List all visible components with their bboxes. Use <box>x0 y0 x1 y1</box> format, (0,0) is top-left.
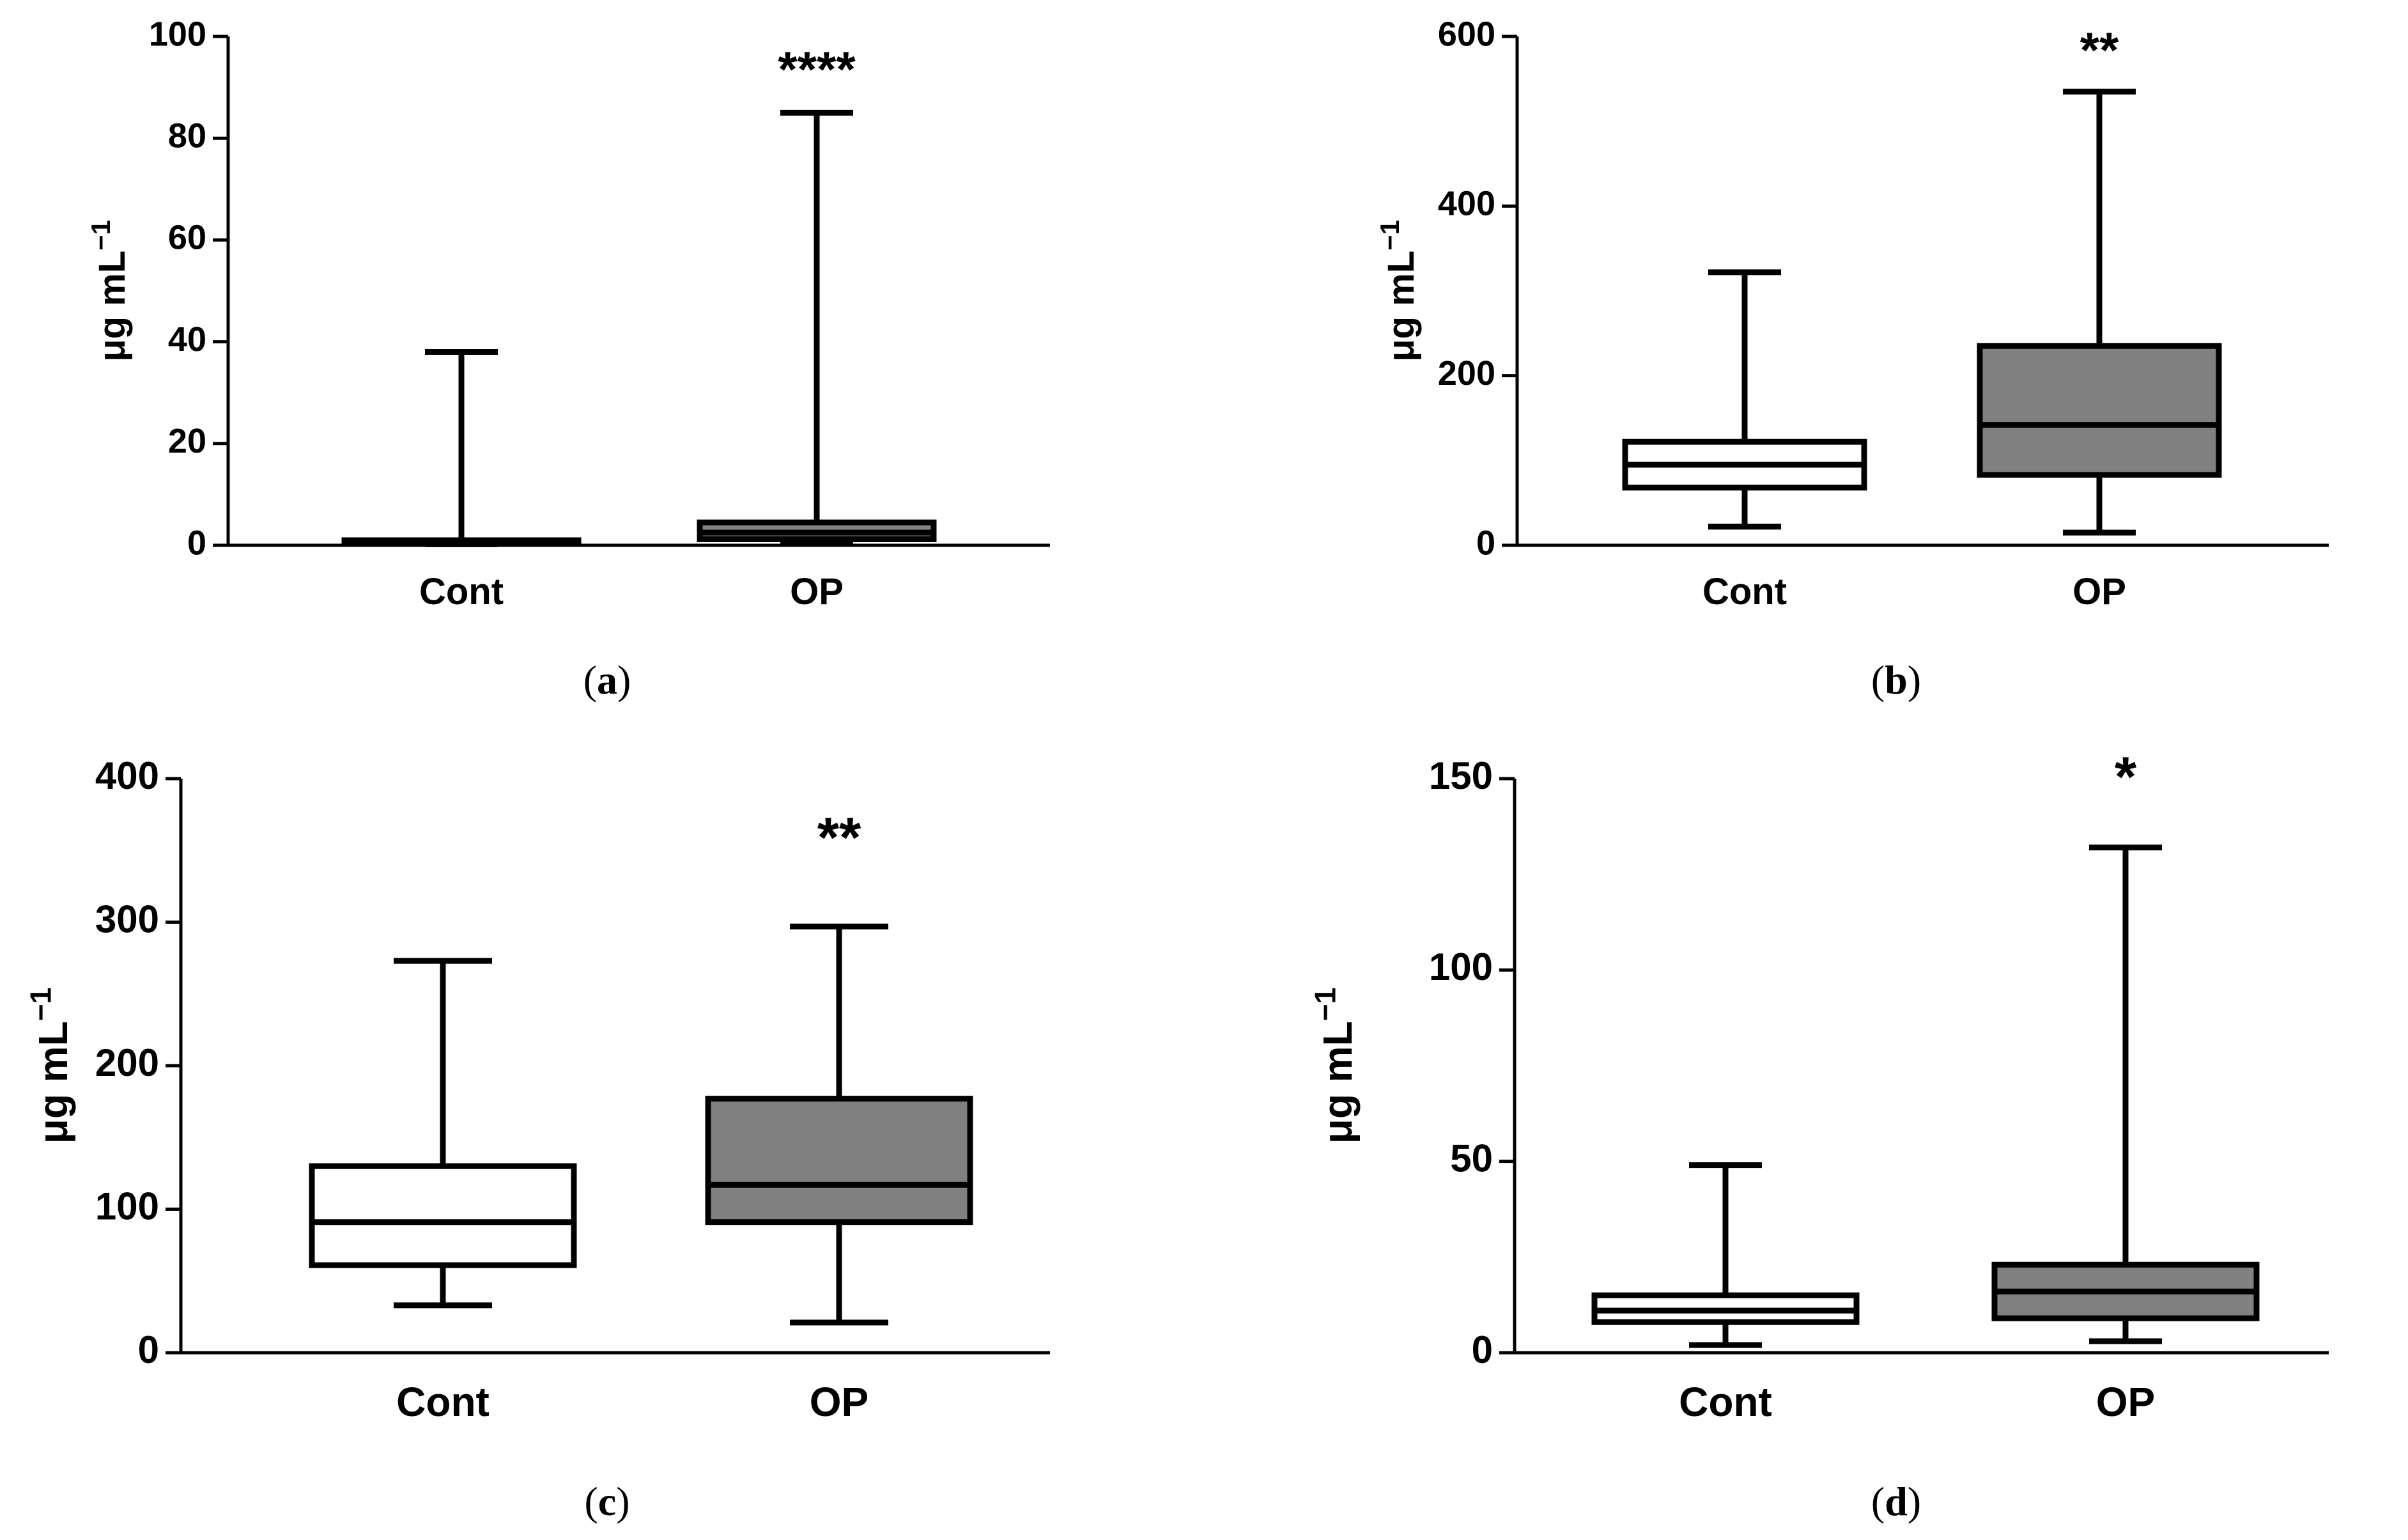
y-tick-label: 150 <box>1429 754 1493 797</box>
y-axis-label-unit: μg mL <box>1315 1021 1361 1144</box>
caption-close-paren: ) <box>617 657 631 703</box>
significance-label: * <box>2115 745 2137 808</box>
caption-letter: c <box>598 1479 616 1524</box>
caption-open-paren: ( <box>1871 1479 1885 1524</box>
caption-close-paren: ) <box>1908 1479 1921 1524</box>
y-tick-label: 0 <box>187 524 206 562</box>
y-tick-label: 0 <box>1472 1328 1493 1371</box>
y-axis-label-unit: μg mL <box>1380 251 1422 362</box>
x-category-label: OP <box>790 571 844 612</box>
panel-caption: (a) <box>583 657 631 703</box>
y-axis-label: μg mL−1 <box>24 988 76 1144</box>
y-axis-label: μg mL−1 <box>86 220 133 362</box>
y-axis-label-unit: μg mL <box>91 251 133 362</box>
y-tick-label: 0 <box>138 1328 159 1371</box>
y-tick-label: 200 <box>95 1041 159 1084</box>
x-category-label: Cont <box>419 571 504 612</box>
y-tick-label: 80 <box>168 116 206 155</box>
y-tick-label: 400 <box>1438 185 1495 223</box>
caption-close-paren: ) <box>1908 657 1921 703</box>
y-tick-label: 60 <box>168 219 206 257</box>
y-tick-label: 100 <box>149 15 206 53</box>
chart-panel-c: 0 100 200 300 400 μg mL−1 Cont OP ** (c) <box>24 754 1050 1524</box>
significance-label: **** <box>778 41 856 97</box>
x-category-label: Cont <box>1702 571 1787 612</box>
x-category-label: OP <box>810 1379 868 1425</box>
panel-caption: (d) <box>1871 1479 1921 1524</box>
y-tick-label: 100 <box>1429 945 1493 988</box>
y-axis-label-superscript: −1 <box>1375 220 1405 251</box>
box-cont <box>309 1163 577 1268</box>
x-category-label: OP <box>2072 571 2126 612</box>
y-tick-label: 0 <box>1476 524 1495 562</box>
box-op <box>1977 343 2222 478</box>
y-tick-label: 40 <box>168 320 206 359</box>
y-tick-label: 100 <box>95 1185 159 1227</box>
chart-panel-d: 0 50 100 150 μg mL−1 Cont OP * (d) <box>1308 745 2329 1524</box>
y-tick-label: 400 <box>95 754 159 797</box>
y-axis-label: μg mL−1 <box>1308 988 1361 1144</box>
y-tick-label: 600 <box>1438 15 1495 53</box>
caption-letter: b <box>1885 657 1908 703</box>
panel-caption: (b) <box>1871 657 1921 703</box>
y-tick-label: 300 <box>95 898 159 940</box>
y-axis-label-unit: μg mL <box>30 1021 76 1144</box>
y-tick-label: 200 <box>1438 354 1495 393</box>
caption-letter: d <box>1885 1479 1908 1524</box>
chart-panel-a: 0 20 40 60 80 100 μg mL−1 Cont OP **** (a) <box>86 15 1050 703</box>
caption-letter: a <box>597 657 617 703</box>
caption-open-paren: ( <box>1871 657 1885 703</box>
y-tick-label: 50 <box>1450 1137 1493 1180</box>
y-axis-label-superscript: −1 <box>86 220 116 251</box>
chart-panel-b: 0 200 400 600 μg mL−1 Cont OP ** (b) <box>1375 15 2329 703</box>
y-axis-label-superscript: −1 <box>24 988 57 1022</box>
y-tick-label: 20 <box>168 422 206 460</box>
y-axis-label-superscript: −1 <box>1308 988 1341 1022</box>
x-category-label: Cont <box>396 1379 490 1425</box>
caption-open-paren: ( <box>583 657 597 703</box>
caption-close-paren: ) <box>616 1479 629 1524</box>
significance-label: ** <box>2080 22 2119 78</box>
caption-open-paren: ( <box>584 1479 598 1524</box>
significance-label: ** <box>817 805 861 869</box>
y-axis-label: μg mL−1 <box>1375 220 1422 362</box>
panel-caption: (c) <box>584 1479 629 1524</box>
x-category-label: Cont <box>1679 1379 1772 1425</box>
box-op <box>705 1096 973 1225</box>
x-category-label: OP <box>2096 1379 2155 1425</box>
